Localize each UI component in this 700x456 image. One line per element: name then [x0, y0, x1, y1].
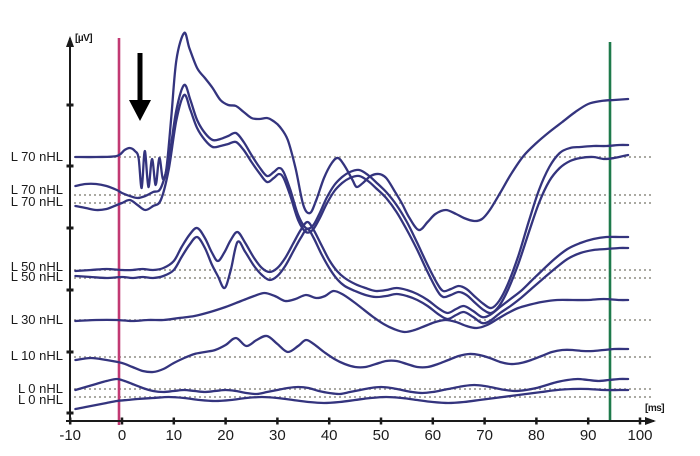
x-tick-label-5: 40 — [320, 427, 338, 444]
trace-label-2: L 70 nHL — [10, 194, 63, 209]
y-axis-unit-label: [µV] — [75, 33, 93, 44]
waveform-trace-6 — [74, 334, 630, 374]
trace-label-8: L 0 nHL — [17, 392, 63, 407]
trace-label-7: L 0 nHL — [17, 381, 63, 396]
x-tick-label-8: 70 — [476, 427, 493, 444]
trace-label-3: L 50 nHL — [10, 259, 63, 274]
waveform-trace-4 — [74, 227, 630, 325]
x-axis-unit-label: [ms] — [645, 403, 665, 414]
x-tick-label-6: 50 — [372, 427, 390, 444]
x-tick-label-2: 10 — [165, 427, 183, 444]
x-tick-label-1: 0 — [117, 427, 127, 444]
trace-label-6: L 10 nHL — [10, 348, 63, 363]
waveform-trace-2 — [74, 93, 630, 315]
x-tick-label-3: 20 — [217, 427, 234, 444]
x-tick-label-11: 100 — [627, 427, 653, 444]
waveform-trace-8 — [74, 387, 630, 411]
response-arrow-head — [129, 100, 151, 121]
waveform-trace-3 — [74, 220, 630, 319]
waveform-trace-7 — [74, 377, 630, 396]
x-tick-label-0: -10 — [59, 427, 82, 444]
trace-label-4: L 50 nHL — [10, 269, 63, 284]
y-axis-arrowhead — [66, 36, 74, 47]
x-tick-label-4: 30 — [269, 427, 286, 444]
trace-label-0: L 70 nHL — [10, 149, 63, 164]
waveform-trace-0 — [74, 31, 630, 232]
trace-label-5: L 30 nHL — [10, 312, 63, 327]
waveform-trace-5 — [74, 289, 630, 334]
x-axis-arrowhead — [645, 417, 656, 425]
x-tick-label-9: 80 — [528, 427, 545, 444]
waveform-trace-1 — [74, 83, 630, 310]
x-tick-label-7: 60 — [424, 427, 442, 444]
x-tick-label-10: 90 — [579, 427, 597, 444]
trace-label-1: L 70 nHL — [10, 182, 63, 197]
